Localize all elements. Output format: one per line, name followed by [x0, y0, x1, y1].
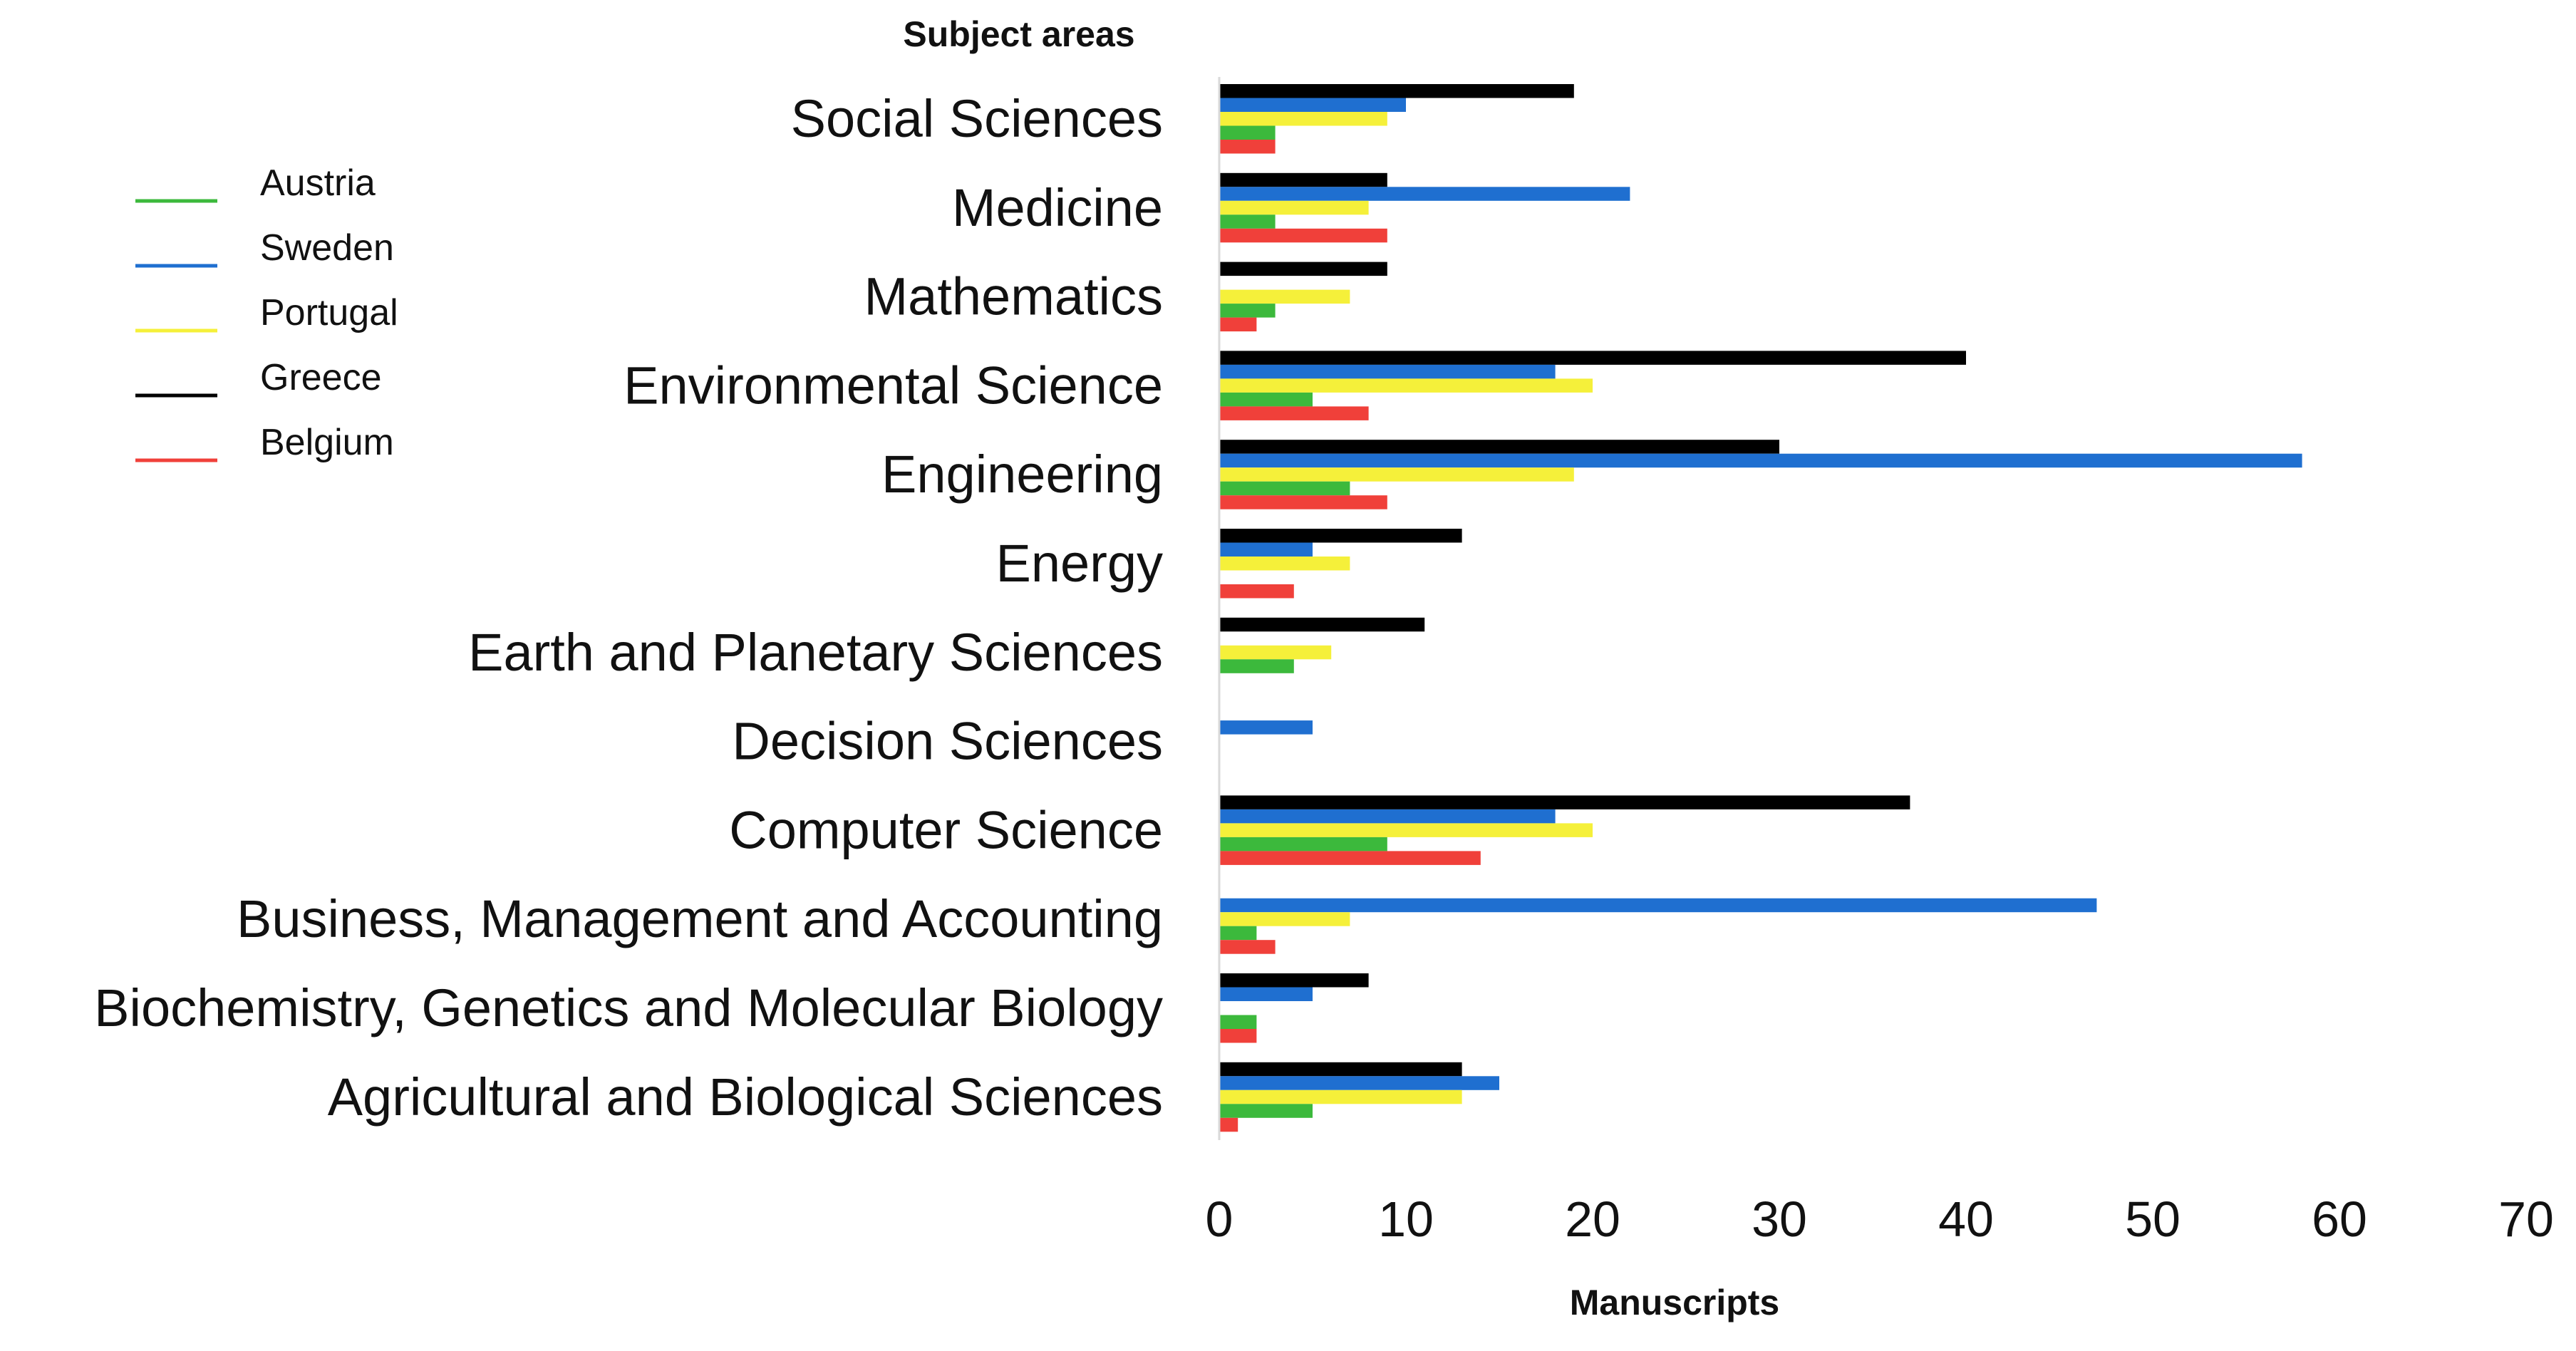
- bar-belgium-engineering: [1219, 495, 1387, 509]
- bar-belgium-computer-science: [1219, 851, 1481, 865]
- bar-portugal-medicine: [1219, 200, 1369, 215]
- bar-greece-earth-and-planetary-sciences: [1219, 617, 1425, 632]
- bar-greece-mathematics: [1219, 262, 1387, 276]
- bar-sweden-medicine: [1219, 187, 1630, 201]
- category-label-agricultural-and-biological-sciences: Agricultural and Biological Sciences: [328, 1067, 1163, 1127]
- bar-portugal-environmental-science: [1219, 378, 1593, 393]
- bar-sweden-engineering: [1219, 453, 2302, 468]
- bar-belgium-agricultural-and-biological-sciences: [1219, 1117, 1238, 1132]
- bar-austria-biochemistry-genetics-and-molecular-biology: [1219, 1015, 1257, 1029]
- bar-greece-energy: [1219, 529, 1462, 543]
- bar-portugal-business-management-and-accounting: [1219, 912, 1350, 926]
- category-label-decision-sciences: Decision Sciences: [732, 712, 1163, 771]
- legend-label-portugal: Portugal: [260, 292, 398, 333]
- bar-austria-environmental-science: [1219, 392, 1313, 407]
- bar-belgium-biochemistry-genetics-and-molecular-biology: [1219, 1029, 1257, 1043]
- bar-austria-social-sciences: [1219, 125, 1276, 140]
- category-label-mathematics: Mathematics: [864, 267, 1163, 326]
- x-tick-label: 50: [2125, 1191, 2181, 1247]
- bars-group: [1219, 84, 2302, 1132]
- legend-label-belgium: Belgium: [260, 422, 394, 463]
- y-axis-title: Subject areas: [903, 14, 1134, 54]
- bar-austria-mathematics: [1219, 304, 1276, 318]
- category-label-biochemistry-genetics-and-molecular-biology: Biochemistry, Genetics and Molecular Bio…: [94, 978, 1163, 1037]
- x-tick-labels: 0 10 20 30 40 50 60 70: [1206, 1191, 2554, 1247]
- bar-belgium-medicine: [1219, 228, 1387, 243]
- bar-greece-medicine: [1219, 172, 1387, 187]
- x-tick-label: 30: [1752, 1191, 1807, 1247]
- bar-sweden-business-management-and-accounting: [1219, 898, 2097, 913]
- bar-belgium-business-management-and-accounting: [1219, 940, 1276, 954]
- bar-greece-engineering: [1219, 440, 1779, 454]
- bar-belgium-social-sciences: [1219, 140, 1276, 154]
- bar-belgium-mathematics: [1219, 317, 1257, 332]
- category-label-earth-and-planetary-sciences: Earth and Planetary Sciences: [468, 623, 1163, 682]
- legend: Austria Sweden Portugal Greece Belgium: [135, 162, 398, 463]
- bar-portugal-engineering: [1219, 467, 1574, 482]
- bar-austria-computer-science: [1219, 837, 1387, 852]
- x-tick-label: 70: [2498, 1191, 2554, 1247]
- x-axis-title: Manuscripts: [1570, 1283, 1780, 1322]
- bar-austria-agricultural-and-biological-sciences: [1219, 1104, 1313, 1118]
- bar-greece-social-sciences: [1219, 84, 1574, 98]
- bar-sweden-computer-science: [1219, 809, 1556, 824]
- bar-greece-biochemistry-genetics-and-molecular-biology: [1219, 973, 1369, 988]
- category-label-environmental-science: Environmental Science: [624, 356, 1163, 415]
- legend-label-greece: Greece: [260, 357, 382, 398]
- bar-greece-environmental-science: [1219, 351, 1966, 365]
- x-tick-label: 60: [2312, 1191, 2367, 1247]
- bar-sweden-environmental-science: [1219, 364, 1556, 379]
- bar-austria-medicine: [1219, 214, 1276, 229]
- bar-portugal-energy: [1219, 557, 1350, 571]
- x-tick-label: 0: [1206, 1191, 1233, 1247]
- bar-sweden-energy: [1219, 542, 1313, 557]
- category-label-engineering: Engineering: [881, 445, 1163, 504]
- category-label-medicine: Medicine: [952, 178, 1163, 237]
- bar-belgium-environmental-science: [1219, 406, 1369, 420]
- bar-sweden-decision-sciences: [1219, 720, 1313, 735]
- x-tick-label: 40: [1938, 1191, 1994, 1247]
- bar-greece-computer-science: [1219, 795, 1910, 809]
- category-labels: Social Sciences Medicine Mathematics Enviro…: [94, 89, 1163, 1127]
- bar-portugal-social-sciences: [1219, 112, 1387, 126]
- bar-portugal-earth-and-planetary-sciences: [1219, 645, 1332, 660]
- bar-austria-engineering: [1219, 481, 1350, 496]
- legend-label-sweden: Sweden: [260, 227, 394, 269]
- category-label-business-management-and-accounting: Business, Management and Accounting: [237, 889, 1163, 948]
- x-tick-label: 10: [1378, 1191, 1434, 1247]
- bar-belgium-energy: [1219, 584, 1294, 599]
- bar-portugal-mathematics: [1219, 289, 1350, 304]
- bar-sweden-agricultural-and-biological-sciences: [1219, 1076, 1499, 1090]
- bar-sweden-social-sciences: [1219, 98, 1406, 112]
- legend-label-austria: Austria: [260, 162, 376, 204]
- category-label-energy: Energy: [996, 534, 1163, 593]
- x-tick-label: 20: [1565, 1191, 1620, 1247]
- bar-austria-earth-and-planetary-sciences: [1219, 659, 1294, 673]
- category-label-social-sciences: Social Sciences: [791, 89, 1163, 148]
- bar-austria-business-management-and-accounting: [1219, 926, 1257, 941]
- category-label-computer-science: Computer Science: [729, 800, 1163, 859]
- bar-portugal-agricultural-and-biological-sciences: [1219, 1089, 1462, 1104]
- bar-greece-agricultural-and-biological-sciences: [1219, 1062, 1462, 1077]
- bar-sweden-biochemistry-genetics-and-molecular-biology: [1219, 987, 1313, 1001]
- bar-portugal-computer-science: [1219, 823, 1593, 837]
